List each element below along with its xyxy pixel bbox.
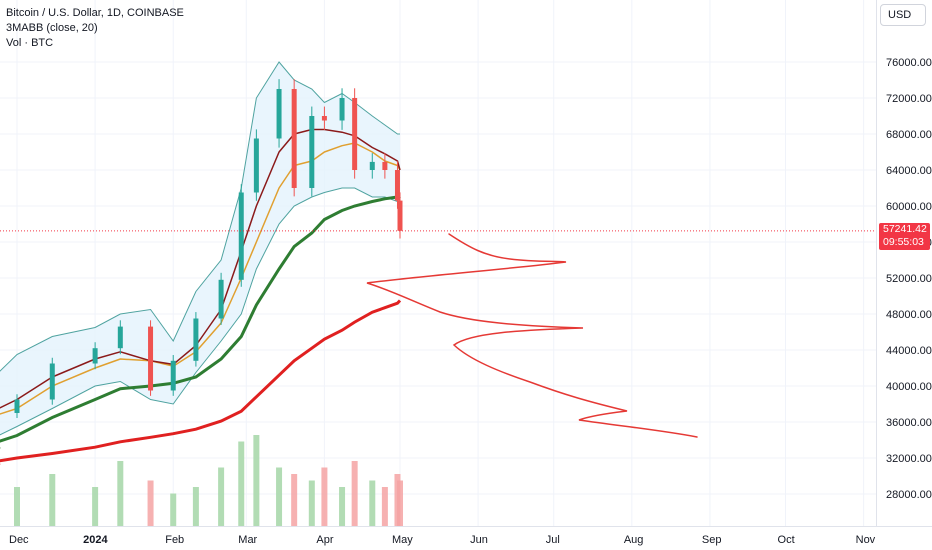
volume-bar	[291, 474, 298, 526]
x-tick-label: Aug	[624, 534, 644, 546]
volume-bar	[308, 480, 315, 526]
x-tick-label: Jun	[470, 534, 488, 546]
bar-countdown: 09:55:03	[883, 236, 924, 248]
x-tick-label: May	[392, 534, 413, 546]
y-tick-label: 52000.00	[886, 273, 932, 285]
ma-slow-line	[0, 195, 401, 449]
candle-body	[92, 348, 98, 364]
x-tick-label: Dec	[9, 534, 29, 546]
candle-body	[253, 138, 259, 193]
x-tick-label: Jul	[546, 534, 560, 546]
volume-bar	[369, 480, 376, 526]
ma-mid-line	[0, 142, 401, 415]
y-tick-label: 36000.00	[886, 417, 932, 429]
y-tick-label: 44000.00	[886, 345, 932, 357]
projection-stroke	[366, 233, 698, 438]
volume-bar	[117, 461, 124, 526]
y-axis-ticks: 76000.00 72000.00 68000.00 64000.00 60000.00…	[886, 57, 932, 501]
x-tick-label: 2024	[83, 534, 108, 546]
price-candles	[14, 79, 403, 418]
last-price-tag: 57241.42 09:55:03	[879, 223, 930, 250]
symbol-title[interactable]: Bitcoin / U.S. Dollar, 1D, COINBASE	[6, 7, 184, 19]
y-tick-label: 48000.00	[886, 309, 932, 321]
time-axis-separator	[0, 526, 932, 527]
volume-bar	[321, 467, 328, 526]
candle-body	[382, 161, 388, 170]
candle-body	[148, 326, 154, 391]
volume-bar	[218, 467, 225, 526]
volume-bar	[92, 487, 99, 526]
bollinger-bands	[0, 61, 400, 436]
y-tick-label: 32000.00	[886, 453, 932, 465]
hand-drawn-projection	[366, 233, 698, 438]
x-tick-label: Feb	[165, 534, 184, 546]
y-tick-label: 40000.00	[886, 381, 932, 393]
candle-body	[397, 200, 403, 231]
ma-long-line	[0, 299, 402, 466]
volume-bar	[147, 480, 154, 526]
candle-body	[369, 161, 375, 170]
ma-fast-line	[0, 128, 401, 409]
volume-bar	[397, 480, 403, 526]
candle-body	[352, 98, 358, 170]
y-tick-label: 60000.00	[886, 201, 932, 213]
chart-legend[interactable]: Bitcoin / U.S. Dollar, 1D, COINBASE 3MAB…	[6, 6, 184, 51]
candle-body	[218, 279, 224, 319]
volume-bar	[192, 487, 199, 526]
candle-body	[339, 98, 345, 121]
volume-label[interactable]: Vol · BTC	[6, 37, 54, 49]
volume-bar	[339, 487, 346, 526]
upper-band-line	[0, 61, 400, 372]
volume-bar	[381, 487, 388, 526]
grid-lines	[0, 0, 876, 526]
volume-bars	[14, 435, 403, 526]
volume-bar	[238, 441, 245, 526]
y-tick-label: 72000.00	[886, 93, 932, 105]
volume-bar	[276, 467, 283, 526]
volume-bar	[170, 493, 177, 526]
candle-body	[238, 192, 244, 280]
volume-bar	[49, 474, 56, 526]
volume-bar	[14, 487, 20, 526]
candle-body	[14, 399, 20, 413]
price-axis-separator	[876, 0, 877, 526]
x-tick-label: Sep	[702, 534, 722, 546]
y-tick-label: 68000.00	[886, 129, 932, 141]
y-tick-label: 76000.00	[886, 57, 932, 69]
moving-averages	[0, 128, 402, 466]
last-price-value: 57241.42	[883, 223, 927, 235]
candle-body	[117, 326, 123, 349]
candle-body	[309, 116, 315, 188]
lower-band-line	[0, 187, 400, 436]
candle-body	[394, 170, 400, 201]
x-tick-label: Apr	[316, 534, 333, 546]
x-axis-ticks: Dec 2024 Feb Mar Apr May Jun Jul Aug Sep Oct Nov	[9, 534, 876, 546]
currency-button[interactable]: USD	[880, 4, 926, 26]
x-tick-label: Oct	[778, 534, 795, 546]
candle-body	[170, 360, 176, 391]
candle-body	[276, 89, 282, 139]
volume-bar	[351, 461, 358, 526]
band-fill	[0, 62, 400, 435]
volume-bar	[253, 435, 260, 526]
y-tick-label: 64000.00	[886, 165, 932, 177]
x-tick-label: Mar	[238, 534, 257, 546]
candle-body	[193, 318, 199, 361]
indicator-label[interactable]: 3MABB (close, 20)	[6, 22, 98, 34]
y-tick-label: 28000.00	[886, 489, 932, 501]
candle-body	[49, 363, 55, 400]
candle-body	[291, 89, 297, 188]
x-tick-label: Nov	[856, 534, 876, 546]
candle-body	[321, 116, 327, 121]
